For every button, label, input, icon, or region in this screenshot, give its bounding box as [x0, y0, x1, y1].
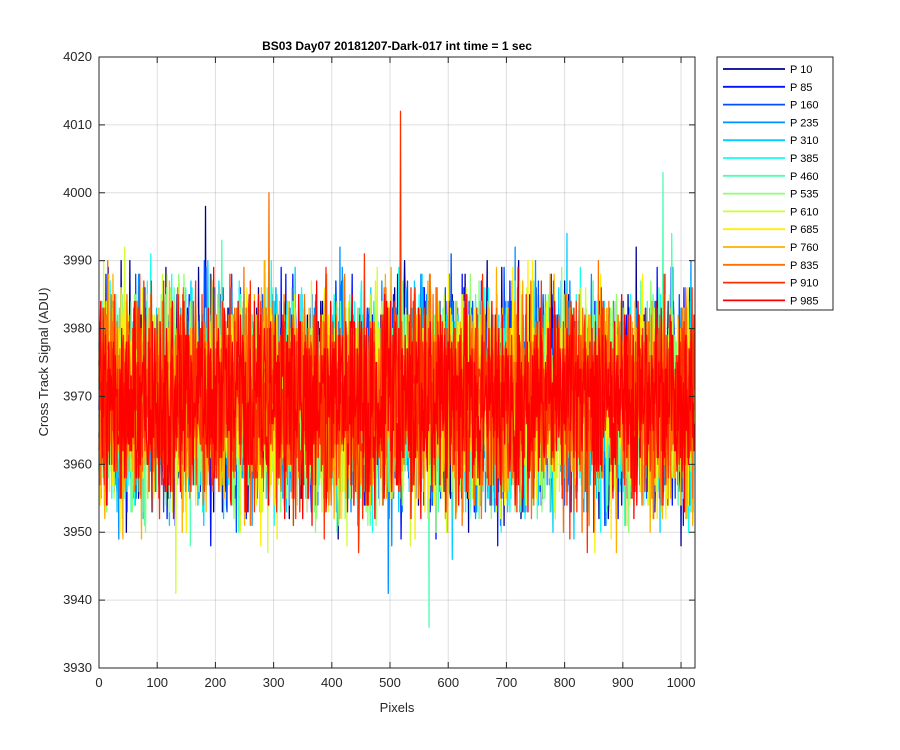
- y-axis-label: Cross Track Signal (ADU): [36, 288, 51, 437]
- series-lines: [98, 110, 696, 628]
- y-axis-ticks: 3930 3940 3950 3960 3970 3980 3990 4000 4010 4020: [63, 49, 695, 675]
- legend-label: P 85: [790, 82, 812, 94]
- x-tick-label: 900: [612, 675, 634, 690]
- x-axis-label: Pixels: [380, 700, 415, 715]
- y-tick-label: 3940: [63, 592, 92, 607]
- y-tick-label: 3930: [63, 660, 92, 675]
- x-tick-label: 200: [205, 675, 227, 690]
- x-axis-ticks: 0 100 200 300 400 500 600 700 800 900 1000: [95, 57, 695, 690]
- legend-items: P 10 P 85 P 160 P 235 P 310 P 385 P 460 P 535 P …: [723, 64, 819, 307]
- legend: P 10 P 85 P 160 P 235 P 310 P 385 P 460 P 535 P …: [716, 56, 834, 311]
- y-tick-label: 3950: [63, 524, 92, 539]
- legend-label: P 10: [790, 64, 812, 76]
- series-line: [98, 266, 696, 533]
- x-tick-label: 700: [496, 675, 518, 690]
- y-tick-label: 4010: [63, 117, 92, 132]
- y-tick-label: 3980: [63, 321, 92, 336]
- x-tick-label: 0: [95, 675, 102, 690]
- legend-label: P 310: [790, 135, 819, 147]
- y-tick-label: 3990: [63, 253, 92, 268]
- chart-title: BS03 Day07 20181207-Dark-017 int time = …: [262, 39, 532, 53]
- x-tick-label: 500: [379, 675, 401, 690]
- y-tick-label: 3970: [63, 388, 92, 403]
- legend-label: P 685: [790, 224, 819, 236]
- legend-box: [716, 56, 834, 311]
- x-tick-label: 300: [263, 675, 285, 690]
- x-tick-label: 800: [554, 675, 576, 690]
- x-tick-label: 100: [146, 675, 168, 690]
- legend-label: P 610: [790, 206, 819, 218]
- plot-area: 0 100 200 300 400 500 600 700 800 900 1000 3930 394…: [63, 49, 696, 690]
- plot-frame: [98, 56, 696, 669]
- legend-label: P 160: [790, 100, 819, 112]
- legend-label: P 910: [790, 278, 819, 290]
- legend-label: P 835: [790, 260, 819, 272]
- legend-label: P 385: [790, 153, 819, 165]
- y-tick-label: 4020: [63, 49, 92, 64]
- y-tick-label: 4000: [63, 185, 92, 200]
- legend-label: P 985: [790, 295, 819, 307]
- legend-label: P 460: [790, 171, 819, 183]
- legend-label: P 235: [790, 117, 819, 129]
- legend-label: P 535: [790, 189, 819, 201]
- y-tick-label: 3960: [63, 456, 92, 471]
- x-tick-label: 600: [437, 675, 459, 690]
- x-tick-label: 1000: [667, 675, 696, 690]
- x-tick-label: 400: [321, 675, 343, 690]
- legend-label: P 760: [790, 242, 819, 254]
